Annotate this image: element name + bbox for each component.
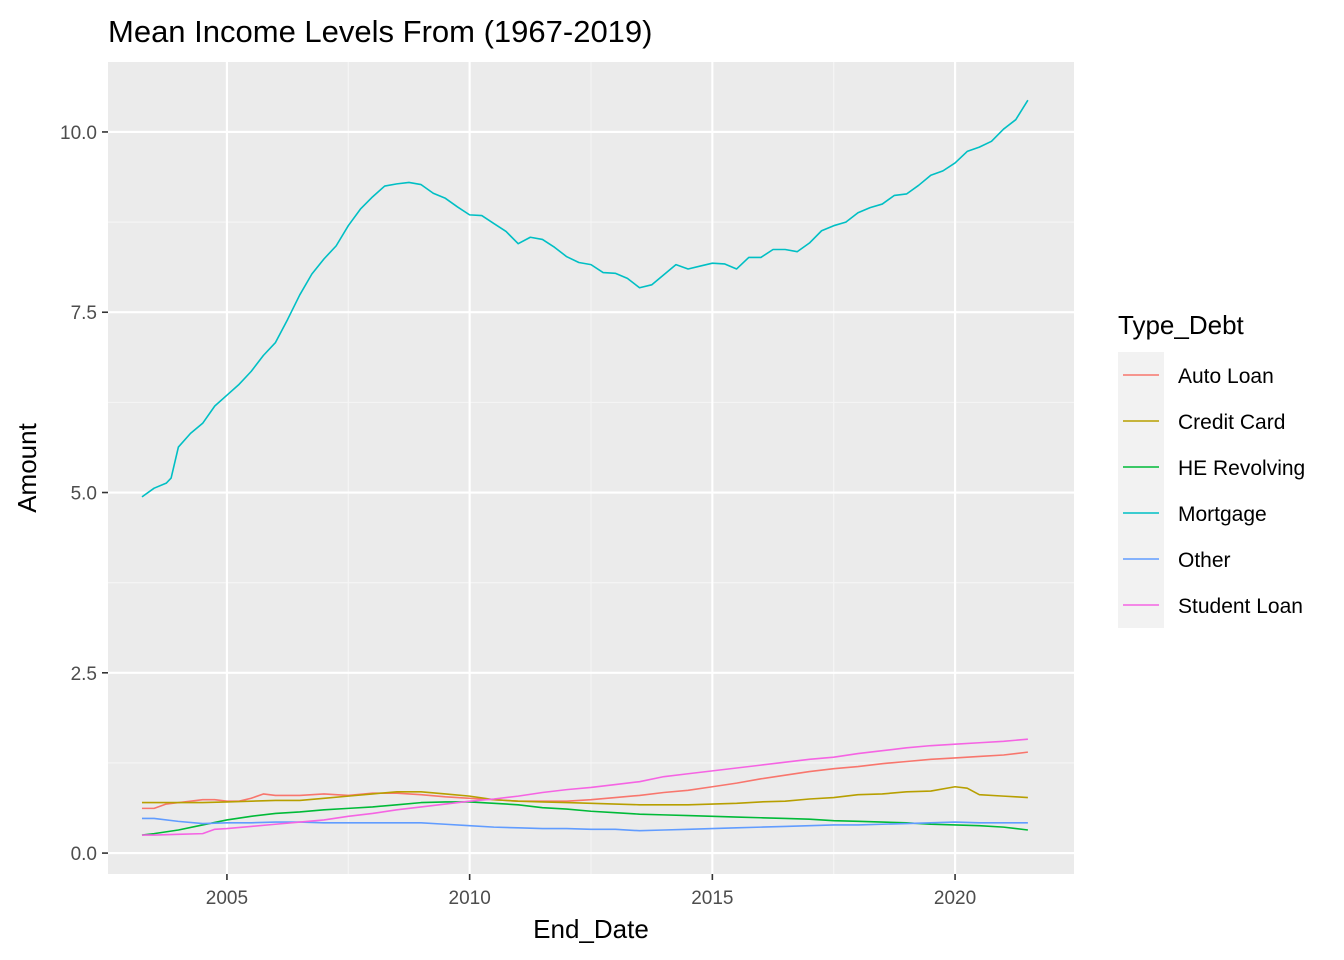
- y-tick-label: 2.5: [71, 664, 97, 685]
- legend-label-mortgage: Mortgage: [1178, 503, 1267, 526]
- y-axis-title: Amount: [12, 422, 42, 512]
- series-lines: [141, 99, 1029, 836]
- y-tick-label: 10.0: [60, 123, 97, 144]
- legend-label-other: Other: [1178, 549, 1231, 572]
- series-line-he-revolving: [141, 801, 1028, 836]
- legend-label-auto-loan: Auto Loan: [1178, 365, 1274, 388]
- x-tick-label: 2020: [934, 888, 976, 909]
- legend-label-credit-card: Credit Card: [1178, 411, 1285, 434]
- grid-major-lines: [108, 62, 1074, 874]
- legend-label-student-loan: Student Loan: [1178, 595, 1303, 618]
- x-tick-label: 2005: [206, 888, 248, 909]
- legend-label-he-revolving: HE Revolving: [1178, 457, 1305, 480]
- x-tick-label: 2015: [691, 888, 733, 909]
- x-axis-title: End_Date: [533, 914, 649, 944]
- x-axis: 2005 2010 2015 2020: [206, 874, 976, 909]
- legend: Type_Debt Auto Loan Credit Card HE Revolvi…: [1118, 310, 1305, 628]
- series-line-student-loan: [141, 738, 1028, 836]
- x-tick-label: 2010: [449, 888, 491, 909]
- series-line-credit-card: [141, 785, 1028, 806]
- series-line-other: [141, 817, 1028, 832]
- y-tick-label: 0.0: [71, 844, 97, 865]
- y-axis: 0.0 2.5 5.0 7.5 10.0: [60, 123, 108, 865]
- legend-title: Type_Debt: [1118, 310, 1245, 340]
- y-tick-label: 7.5: [71, 303, 97, 324]
- grid-minor-lines: [108, 62, 1074, 874]
- legend-key-background: [1118, 352, 1164, 628]
- y-tick-label: 5.0: [71, 484, 97, 505]
- legend-items: Auto Loan Credit Card HE Revolving Mortgage…: [1118, 352, 1305, 628]
- chart-title: Mean Income Levels From (1967-2019): [108, 14, 652, 49]
- series-line-mortgage: [141, 99, 1029, 498]
